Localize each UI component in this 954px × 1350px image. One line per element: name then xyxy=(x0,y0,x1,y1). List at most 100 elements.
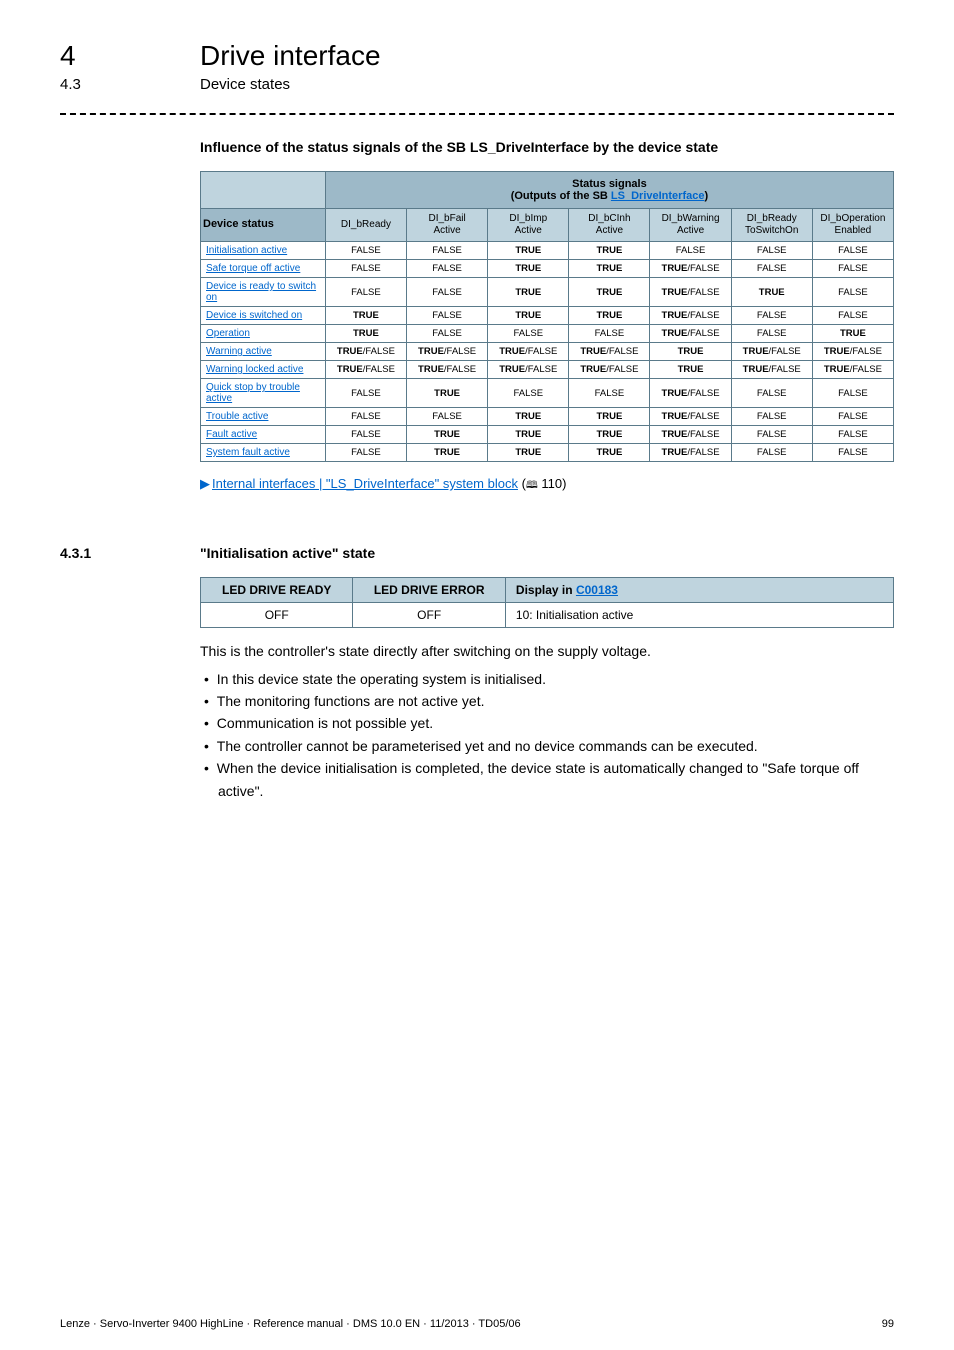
signal-cell: TRUE xyxy=(569,444,650,462)
signal-cell: FALSE xyxy=(407,260,488,278)
signal-cell: FALSE xyxy=(488,379,569,408)
signal-cell: FALSE xyxy=(812,242,893,260)
signal-cell: TRUE xyxy=(731,278,812,307)
bullet-item: Communication is not possible yet. xyxy=(218,712,894,734)
device-state-link[interactable]: Operation xyxy=(201,325,326,343)
signal-cell: FALSE xyxy=(731,379,812,408)
chapter-header: 4 Drive interface xyxy=(60,40,894,72)
device-state-link[interactable]: Trouble active xyxy=(201,408,326,426)
signal-cell: TRUE/FALSE xyxy=(650,325,731,343)
xref-text[interactable]: Internal interfaces | "LS_DriveInterface… xyxy=(212,476,518,491)
signal-cell: TRUE/FALSE xyxy=(650,408,731,426)
signal-cell: TRUE xyxy=(407,379,488,408)
led-status-table: LED DRIVE READY LED DRIVE ERROR Display … xyxy=(200,577,894,628)
signal-cell: FALSE xyxy=(731,242,812,260)
bullet-item: When the device initialisation is comple… xyxy=(218,757,894,802)
device-state-link[interactable]: Device is ready to switch on xyxy=(201,278,326,307)
bullet-list: In this device state the operating syste… xyxy=(200,668,894,802)
footer-left: Lenze · Servo-Inverter 9400 HighLine · R… xyxy=(60,1318,521,1330)
status-table-row: Warning activeTRUE/FALSETRUE/FALSETRUE/F… xyxy=(201,343,894,361)
signal-cell: FALSE xyxy=(407,325,488,343)
led-error-header: LED DRIVE ERROR xyxy=(353,578,505,603)
signals-header-suffix: ) xyxy=(704,190,708,202)
signal-cell: TRUE/FALSE xyxy=(650,426,731,444)
device-state-link[interactable]: Safe torque off active xyxy=(201,260,326,278)
signal-cell: TRUE xyxy=(569,278,650,307)
signals-header-title: Status signals xyxy=(572,178,647,190)
signal-cell: FALSE xyxy=(569,325,650,343)
signal-cell: TRUE/FALSE xyxy=(812,361,893,379)
cross-reference-link[interactable]: ▶Internal interfaces | "LS_DriveInterfac… xyxy=(200,476,894,495)
signal-cell: TRUE xyxy=(650,361,731,379)
chapter-number: 4 xyxy=(60,40,160,72)
signal-cell: FALSE xyxy=(407,307,488,325)
bullet-item: In this device state the operating syste… xyxy=(218,668,894,690)
signal-cell: TRUE xyxy=(569,260,650,278)
bullet-item: The monitoring functions are not active … xyxy=(218,690,894,712)
status-table-row: System fault activeFALSETRUETRUETRUETRUE… xyxy=(201,444,894,462)
status-table-row: Warning locked activeTRUE/FALSETRUE/FALS… xyxy=(201,361,894,379)
status-table-row: Trouble activeFALSEFALSETRUETRUETRUE/FAL… xyxy=(201,408,894,426)
signal-cell: FALSE xyxy=(325,426,406,444)
signal-cell: FALSE xyxy=(407,408,488,426)
signal-column-header: DI_bReadyToSwitchOn xyxy=(731,209,812,242)
signal-cell: TRUE/FALSE xyxy=(325,343,406,361)
signal-cell: FALSE xyxy=(731,325,812,343)
device-state-link[interactable]: Fault active xyxy=(201,426,326,444)
signal-cell: FALSE xyxy=(812,278,893,307)
led-display-value: 10: Initialisation active xyxy=(505,603,893,628)
device-status-header: Device status xyxy=(201,209,326,242)
device-state-link[interactable]: System fault active xyxy=(201,444,326,462)
signal-column-header: DI_bImpActive xyxy=(488,209,569,242)
page-footer: Lenze · Servo-Inverter 9400 HighLine · R… xyxy=(60,1318,894,1330)
signal-cell: TRUE xyxy=(488,408,569,426)
signal-column-header: DI_bReady xyxy=(325,209,406,242)
signal-cell: TRUE/FALSE xyxy=(325,361,406,379)
signal-cell: TRUE/FALSE xyxy=(407,343,488,361)
signal-cell: TRUE xyxy=(325,325,406,343)
signal-column-header: DI_bWarningActive xyxy=(650,209,731,242)
led-ready-header: LED DRIVE READY xyxy=(201,578,353,603)
signal-cell: TRUE xyxy=(569,307,650,325)
status-table-row: Fault activeFALSETRUETRUETRUETRUE/FALSEF… xyxy=(201,426,894,444)
signal-column-header: DI_bCInhActive xyxy=(569,209,650,242)
signal-cell: FALSE xyxy=(731,260,812,278)
signals-header-link[interactable]: LS_DriveInterface xyxy=(611,190,705,202)
xref-page: 110 xyxy=(541,476,562,491)
display-code-link[interactable]: C00183 xyxy=(576,583,618,597)
signal-cell: FALSE xyxy=(407,278,488,307)
signal-cell: TRUE xyxy=(488,426,569,444)
status-table-row: Device is ready to switch onFALSEFALSETR… xyxy=(201,278,894,307)
signal-cell: TRUE/FALSE xyxy=(731,361,812,379)
device-state-link[interactable]: Warning active xyxy=(201,343,326,361)
signal-cell: TRUE xyxy=(812,325,893,343)
signal-cell: TRUE/FALSE xyxy=(650,379,731,408)
device-state-link[interactable]: Device is switched on xyxy=(201,307,326,325)
signal-cell: TRUE/FALSE xyxy=(812,343,893,361)
signal-cell: TRUE/FALSE xyxy=(650,260,731,278)
status-signals-header: Status signals (Outputs of the SB LS_Dri… xyxy=(325,172,893,209)
signal-cell: FALSE xyxy=(731,408,812,426)
signal-cell: FALSE xyxy=(325,444,406,462)
signal-cell: FALSE xyxy=(812,426,893,444)
signal-cell: FALSE xyxy=(325,379,406,408)
signal-cell: TRUE/FALSE xyxy=(650,278,731,307)
signal-cell: TRUE/FALSE xyxy=(650,444,731,462)
signal-cell: FALSE xyxy=(731,444,812,462)
device-state-link[interactable]: Initialisation active xyxy=(201,242,326,260)
signal-cell: TRUE/FALSE xyxy=(569,343,650,361)
device-state-link[interactable]: Warning locked active xyxy=(201,361,326,379)
chapter-title: Drive interface xyxy=(200,40,381,72)
signal-cell: FALSE xyxy=(325,408,406,426)
signal-cell: TRUE xyxy=(488,278,569,307)
signal-cell: FALSE xyxy=(812,260,893,278)
signal-cell: TRUE xyxy=(325,307,406,325)
signal-cell: TRUE/FALSE xyxy=(407,361,488,379)
status-table-row: Safe torque off activeFALSEFALSETRUETRUE… xyxy=(201,260,894,278)
signal-cell: TRUE xyxy=(407,426,488,444)
signal-column-header: DI_bOperationEnabled xyxy=(812,209,893,242)
divider-dashed xyxy=(60,113,894,115)
status-table-row: Initialisation activeFALSEFALSETRUETRUEF… xyxy=(201,242,894,260)
signal-cell: TRUE/FALSE xyxy=(488,361,569,379)
device-state-link[interactable]: Quick stop by trouble active xyxy=(201,379,326,408)
